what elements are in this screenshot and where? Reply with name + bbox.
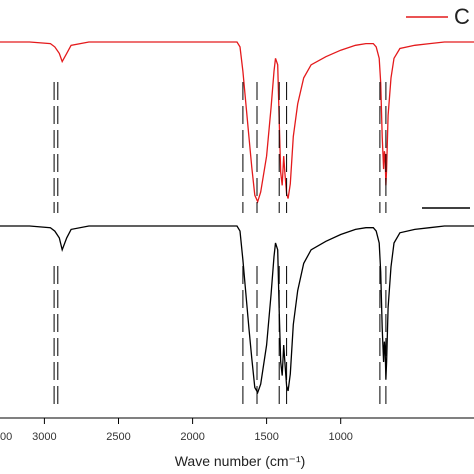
legend-label: C <box>454 4 470 29</box>
x-tick-2500-label: 2500 <box>106 431 130 443</box>
spectrum-line-1 <box>0 225 474 395</box>
x-axis-ticks: 3000 2500 2000 1500 1000 00 <box>0 418 353 443</box>
x-axis-title: Wave number (cm⁻¹) <box>175 453 306 469</box>
x-tick-2000-label: 2000 <box>180 431 204 443</box>
x-tick-3000-label: 3000 <box>32 431 56 443</box>
spectrum-line-0 <box>0 41 474 204</box>
plot-area <box>0 41 474 404</box>
x-tick-1000-label: 1000 <box>328 431 352 443</box>
x-tick-partial-label: 00 <box>0 431 12 443</box>
x-tick-1500-label: 1500 <box>254 431 278 443</box>
legend: C <box>406 4 470 209</box>
